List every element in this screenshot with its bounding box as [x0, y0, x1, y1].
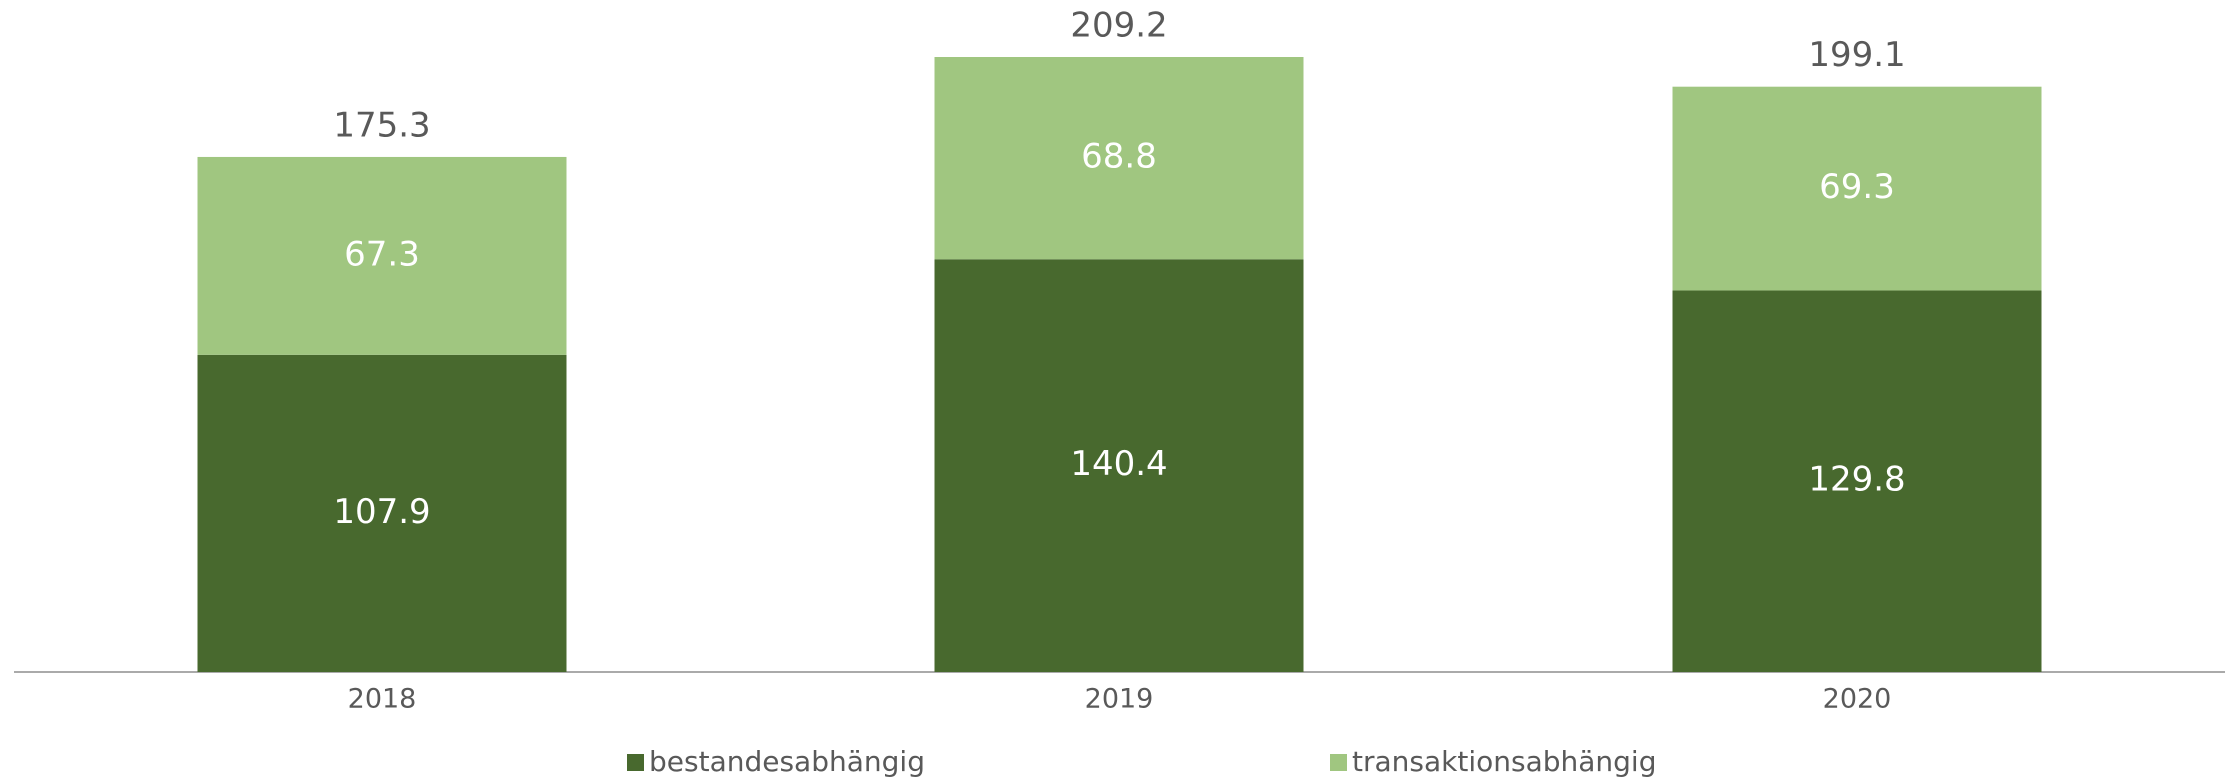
- value-label: 68.8: [1081, 137, 1157, 177]
- bar-segment: [1672, 86, 2042, 291]
- total-label: 209.2: [1070, 6, 1167, 46]
- x-tick-label: 2018: [348, 684, 417, 715]
- value-label: 140.4: [1070, 444, 1167, 484]
- bar-segment: [934, 57, 1304, 260]
- x-tick-label: 2020: [1823, 684, 1892, 715]
- total-label: 175.3: [333, 105, 430, 145]
- value-label: 67.3: [344, 234, 420, 274]
- total-label: 199.1: [1808, 35, 1905, 75]
- value-label: 107.9: [333, 492, 430, 532]
- bar-segment: [197, 156, 567, 355]
- legend-swatch: [1330, 754, 1347, 771]
- value-label: 69.3: [1819, 167, 1895, 207]
- legend-label: transaktionsabhängig: [1352, 745, 1657, 778]
- legend-label: bestandesabhängig: [649, 745, 925, 778]
- value-label: 129.8: [1808, 460, 1905, 500]
- bar-segment: [1672, 290, 2042, 672]
- x-tick-label: 2019: [1085, 684, 1154, 715]
- bar-segment: [197, 354, 567, 672]
- bar-segment: [934, 259, 1304, 672]
- legend-swatch: [627, 754, 644, 771]
